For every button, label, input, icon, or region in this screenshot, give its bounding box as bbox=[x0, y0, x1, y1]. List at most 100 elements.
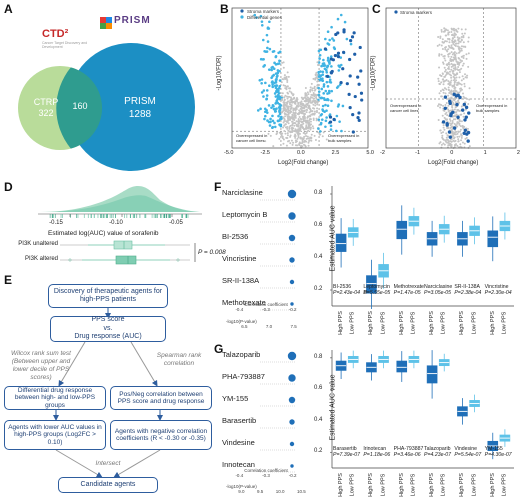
point bbox=[345, 82, 349, 86]
point bbox=[446, 118, 449, 121]
point bbox=[293, 97, 296, 100]
point bbox=[303, 139, 306, 142]
point bbox=[437, 77, 440, 80]
point bbox=[328, 113, 332, 116]
point bbox=[455, 76, 458, 79]
point bbox=[326, 104, 330, 108]
point bbox=[445, 122, 449, 126]
point bbox=[298, 109, 301, 112]
point bbox=[450, 140, 453, 143]
point bbox=[296, 144, 299, 147]
point bbox=[272, 49, 276, 53]
point bbox=[310, 123, 313, 126]
point bbox=[328, 120, 333, 124]
point bbox=[324, 103, 327, 107]
point bbox=[460, 105, 463, 108]
point bbox=[449, 119, 452, 122]
group-name: SR-II-138A bbox=[454, 284, 480, 290]
point bbox=[333, 53, 337, 58]
point bbox=[452, 118, 455, 121]
x-category-label: High PPS bbox=[429, 473, 436, 497]
point bbox=[453, 108, 456, 111]
point bbox=[348, 57, 352, 62]
legend-b-diff: Differential genes bbox=[247, 15, 282, 20]
point bbox=[309, 90, 312, 93]
point bbox=[330, 99, 333, 103]
point bbox=[447, 127, 450, 130]
point bbox=[447, 48, 450, 51]
point bbox=[461, 141, 464, 144]
point bbox=[304, 99, 307, 102]
x-category-label: High PPS bbox=[489, 311, 496, 335]
point bbox=[313, 95, 316, 98]
point bbox=[445, 78, 448, 81]
point bbox=[270, 106, 273, 109]
point bbox=[336, 17, 340, 21]
point bbox=[451, 132, 454, 135]
point bbox=[461, 32, 464, 35]
point bbox=[253, 13, 257, 17]
point bbox=[302, 132, 305, 135]
point bbox=[294, 114, 297, 117]
point bbox=[267, 68, 271, 71]
point bbox=[286, 132, 289, 135]
point bbox=[442, 78, 445, 81]
point bbox=[300, 118, 303, 121]
point bbox=[259, 107, 262, 111]
point bbox=[272, 145, 275, 148]
point bbox=[274, 72, 278, 75]
point bbox=[448, 73, 451, 76]
point bbox=[439, 129, 442, 132]
point bbox=[286, 97, 289, 100]
point bbox=[272, 67, 276, 71]
point bbox=[288, 126, 291, 129]
point bbox=[457, 109, 460, 112]
point bbox=[265, 33, 269, 37]
point bbox=[289, 96, 292, 99]
point bbox=[461, 64, 464, 67]
point bbox=[462, 92, 465, 95]
point bbox=[325, 116, 328, 119]
point bbox=[445, 132, 448, 135]
flow-box-diff-response: Differential drug response between high-… bbox=[4, 386, 106, 410]
point bbox=[317, 80, 320, 83]
drug-label: PHA-793887 bbox=[222, 372, 265, 381]
point bbox=[267, 104, 271, 107]
point bbox=[447, 89, 450, 92]
point bbox=[272, 107, 276, 111]
point bbox=[281, 137, 284, 140]
point bbox=[278, 62, 281, 65]
point bbox=[331, 58, 335, 62]
point bbox=[442, 126, 445, 129]
point bbox=[262, 57, 265, 61]
point bbox=[284, 94, 287, 97]
point bbox=[263, 64, 266, 67]
point bbox=[447, 67, 450, 70]
point bbox=[441, 134, 444, 137]
point bbox=[454, 68, 457, 71]
ctrp-count: 322 bbox=[38, 108, 54, 118]
point bbox=[320, 87, 324, 91]
point bbox=[284, 123, 287, 126]
ctd2-logo: CTD² bbox=[42, 28, 69, 40]
point bbox=[286, 121, 289, 124]
point bbox=[283, 124, 286, 127]
overlap-count: 160 bbox=[72, 101, 88, 111]
point bbox=[287, 107, 290, 110]
point bbox=[328, 78, 332, 82]
point bbox=[289, 108, 292, 111]
point bbox=[285, 144, 288, 147]
point bbox=[301, 121, 304, 124]
point bbox=[309, 86, 312, 89]
point bbox=[322, 85, 326, 88]
point bbox=[270, 68, 273, 72]
point bbox=[454, 115, 457, 118]
point bbox=[305, 137, 308, 140]
point bbox=[340, 129, 343, 133]
point bbox=[443, 128, 446, 131]
point bbox=[441, 88, 444, 91]
point bbox=[294, 100, 297, 103]
point bbox=[449, 112, 453, 116]
point bbox=[444, 104, 447, 107]
